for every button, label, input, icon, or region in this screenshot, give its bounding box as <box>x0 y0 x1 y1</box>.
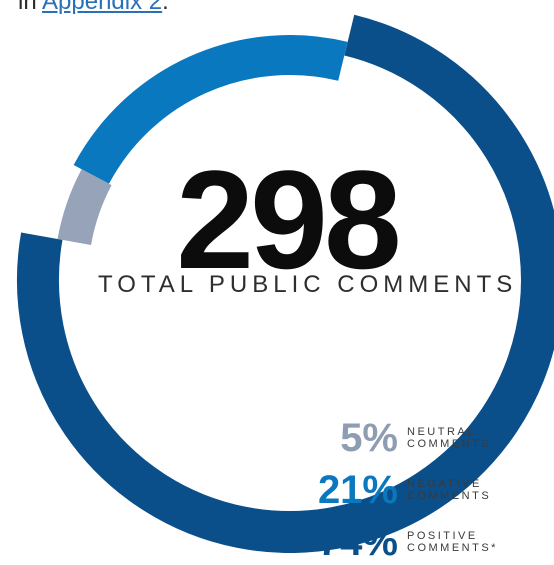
intro-suffix: . <box>162 0 169 15</box>
legend-item-neutral: 5% NEUTRAL COMMENTS <box>300 415 550 461</box>
total-comments-number: 298 <box>176 141 402 298</box>
intro-text: in Appendix 2. <box>18 0 169 16</box>
legend-label-negative-line1: NEGATIVE <box>407 478 482 490</box>
intro-prefix: in <box>18 0 43 15</box>
appendix-link[interactable]: Appendix 2 <box>42 0 163 15</box>
legend-label-neutral-line2: COMMENTS <box>407 438 492 450</box>
arc-negative <box>73 35 348 185</box>
legend-label-positive: POSITIVE COMMENTS* <box>407 530 498 554</box>
legend-label-neutral: NEUTRAL COMMENTS <box>407 426 491 450</box>
legend-label-negative-line2: COMMENTS <box>407 490 492 502</box>
legend-pct-positive: 74% <box>317 520 398 564</box>
legend-label-positive-line2: COMMENTS* <box>407 542 498 554</box>
legend-item-positive: 74% POSITIVE COMMENTS* <box>300 519 550 565</box>
legend-pct-negative: 21% <box>317 468 398 512</box>
legend-label-negative: NEGATIVE COMMENTS <box>407 478 491 502</box>
legend-label-positive-line1: POSITIVE <box>407 530 478 542</box>
arc-positive <box>17 14 554 553</box>
arc-neutral <box>57 169 112 246</box>
donut-chart <box>17 14 554 553</box>
legend-pct-neutral: 5% <box>340 416 398 460</box>
legend-item-negative: 21% NEGATIVE COMMENTS <box>300 467 550 513</box>
total-comments-label: TOTAL PUBLIC COMMENTS <box>98 271 518 298</box>
legend-label-neutral-line1: NEUTRAL <box>407 426 476 438</box>
